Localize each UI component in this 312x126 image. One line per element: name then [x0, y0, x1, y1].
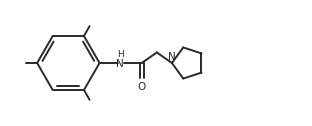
Text: H: H [117, 50, 124, 59]
Text: N: N [168, 52, 176, 62]
Text: N: N [116, 59, 124, 69]
Text: O: O [138, 82, 146, 92]
